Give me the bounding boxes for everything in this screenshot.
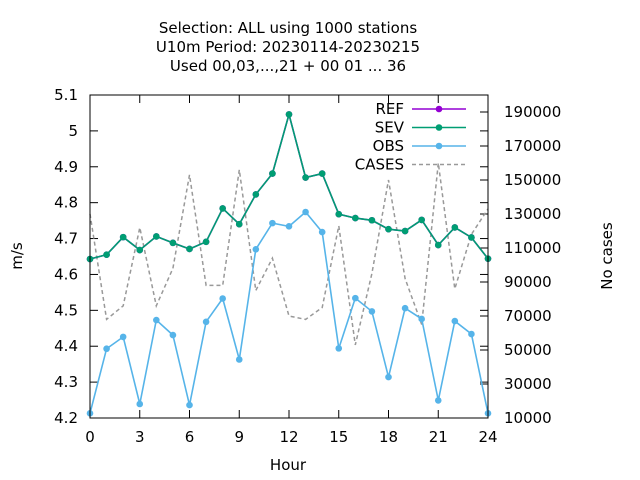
x-tick-label: 21 — [429, 428, 448, 446]
x-tick-label: 9 — [234, 428, 244, 446]
data-point-obs — [252, 246, 260, 253]
y2-tick-label: 30000 — [504, 375, 552, 393]
data-point-sev — [119, 233, 127, 241]
data-point-sev — [252, 191, 260, 198]
data-point-obs — [418, 315, 425, 323]
y-tick-label: 4.4 — [54, 337, 78, 355]
legend-marker-ref — [435, 105, 443, 113]
legend-label-ref: REF — [375, 100, 404, 118]
y2-axis-ticks: 10000 30000 50000 70000 90000 110000 130000 150… — [480, 103, 561, 427]
data-point-sev — [418, 216, 425, 224]
data-point-sev — [352, 214, 359, 222]
legend-label-sev: SEV — [375, 119, 405, 137]
data-point-sev — [401, 227, 409, 235]
y-tick-label: 4.7 — [54, 230, 78, 248]
y2-tick-label: 50000 — [504, 341, 552, 359]
x-tick-label: 3 — [135, 428, 145, 446]
legend-label-cases: CASES — [355, 156, 404, 174]
y-tick-label: 4.3 — [54, 373, 78, 391]
data-point-sev — [219, 205, 226, 212]
plot-frame — [89, 94, 489, 419]
y-axis-ticks: 4.2 4.3 4.4 4.5 4.6 4.7 4.8 4.9 5 5.1 — [54, 86, 488, 427]
y2-tick-label: 10000 — [504, 409, 552, 427]
series-layer — [86, 111, 492, 417]
chart-title-line-1: Selection: ALL using 1000 stations — [159, 19, 418, 37]
y-tick-label: 4.8 — [54, 194, 78, 212]
x-axis-label: Hour — [270, 456, 307, 474]
data-point-obs — [468, 330, 475, 338]
y2-tick-label: 110000 — [504, 239, 561, 257]
x-tick-label: 15 — [329, 428, 348, 446]
data-point-obs — [169, 331, 177, 339]
x-tick-label: 18 — [379, 428, 398, 446]
data-point-sev — [368, 216, 376, 224]
y2-tick-label: 150000 — [504, 171, 561, 189]
data-point-obs — [385, 373, 392, 381]
data-point-sev — [235, 220, 243, 228]
series-line-ref — [89, 111, 489, 260]
legend-marker-obs — [435, 142, 443, 150]
y2-tick-label: 170000 — [504, 137, 561, 155]
data-point-obs — [285, 223, 293, 230]
data-point-sev — [153, 233, 160, 240]
y2-tick-label: 70000 — [504, 307, 552, 325]
legend-marker-sev — [435, 124, 443, 131]
data-point-sev — [434, 241, 442, 249]
y-tick-label: 4.9 — [54, 158, 78, 176]
data-point-sev — [318, 170, 326, 177]
data-point-sev — [385, 225, 392, 233]
data-point-sev — [103, 251, 110, 259]
data-point-obs — [153, 316, 160, 324]
data-point-obs — [136, 400, 144, 408]
data-point-obs — [335, 345, 343, 352]
data-point-obs — [269, 219, 276, 227]
data-point-sev — [186, 245, 193, 253]
legend-label-obs: OBS — [373, 137, 404, 155]
chart-title-line-2: U10m Period: 20230114-20230215 — [156, 38, 420, 56]
x-tick-label: 0 — [85, 428, 95, 446]
y2-tick-label: 190000 — [504, 103, 561, 121]
y-tick-label: 4.5 — [54, 301, 78, 319]
x-axis-ticks: 0 3 6 9 12 15 18 21 24 — [85, 95, 498, 446]
data-point-sev — [468, 234, 475, 241]
x-tick-label: 6 — [185, 428, 195, 446]
data-point-obs — [434, 397, 442, 404]
series-line-sev — [89, 111, 489, 260]
x-tick-label: 24 — [478, 428, 497, 446]
y-tick-label: 4.2 — [54, 409, 78, 427]
y2-tick-label: 130000 — [504, 205, 561, 223]
data-point-obs — [451, 317, 459, 325]
y2-axis-label: No cases — [598, 222, 616, 290]
data-point-obs — [401, 304, 409, 312]
series-line-cases — [89, 162, 489, 346]
data-point-obs — [368, 308, 376, 315]
y-axis-label: m/s — [8, 242, 26, 270]
data-point-obs — [302, 208, 309, 216]
chart-title-line-3: Used 00,03,...,21 + 00 01 ... 36 — [170, 57, 406, 75]
y-tick-label: 4.6 — [54, 265, 78, 283]
data-point-obs — [119, 333, 127, 341]
data-point-sev — [335, 210, 343, 218]
y2-tick-label: 90000 — [504, 273, 552, 291]
data-point-sev — [285, 111, 293, 118]
data-point-obs — [103, 345, 110, 353]
data-point-obs — [202, 318, 210, 326]
data-point-obs — [352, 294, 359, 302]
y-tick-label: 5.1 — [54, 86, 78, 104]
data-point-sev — [269, 170, 276, 177]
data-point-sev — [302, 174, 309, 181]
data-point-sev — [202, 238, 210, 246]
data-point-sev — [136, 246, 144, 254]
data-point-sev — [169, 239, 177, 247]
data-point-obs — [235, 356, 243, 363]
data-point-obs — [219, 295, 226, 302]
y-tick-label: 5 — [68, 122, 78, 140]
data-point-obs — [186, 401, 193, 409]
data-point-obs — [318, 228, 326, 236]
x-tick-label: 12 — [279, 428, 298, 446]
data-point-sev — [451, 224, 459, 231]
